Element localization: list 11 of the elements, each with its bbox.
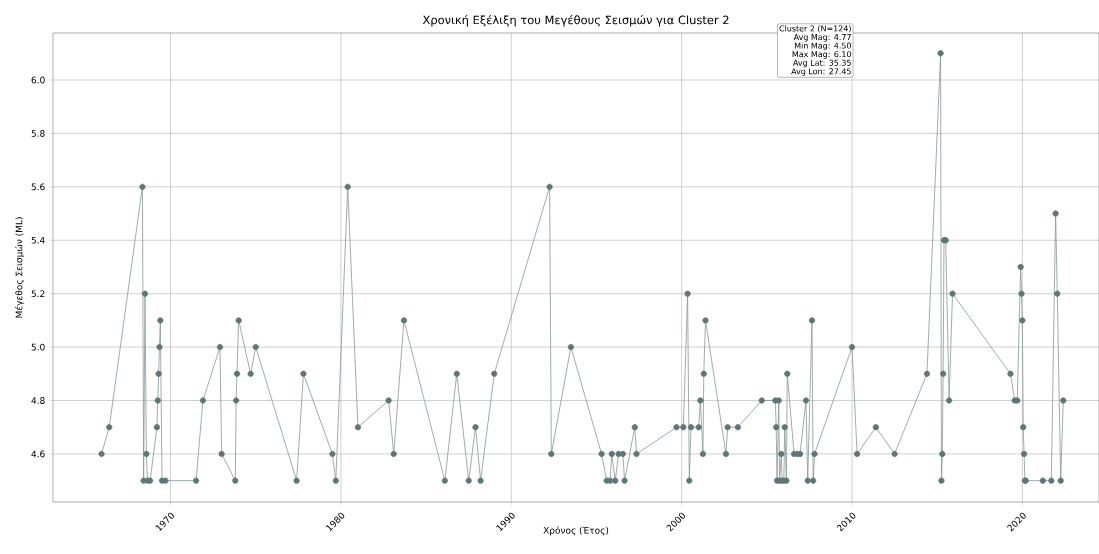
y-tick-label: 6.0: [31, 76, 45, 84]
x-axis-title: Χρόνος (Έτος): [543, 526, 609, 536]
chart-title: Χρονική Εξέλιξη του Μεγέθους Σεισμών για Cluster 2: [422, 14, 729, 27]
y-tick-label: 5.6: [31, 183, 45, 191]
y-tick-label: 4.6: [31, 450, 45, 458]
y-tick-label: 4.8: [31, 397, 45, 404]
y-tick-label: 5.2: [31, 290, 45, 298]
y-tick-label: 5.4: [31, 236, 45, 244]
y-tick-label: 5.8: [31, 130, 45, 137]
y-axis-title: Μέγεθος Σεισμών (ML): [15, 217, 25, 318]
y-tick-label: 5.0: [31, 343, 45, 351]
